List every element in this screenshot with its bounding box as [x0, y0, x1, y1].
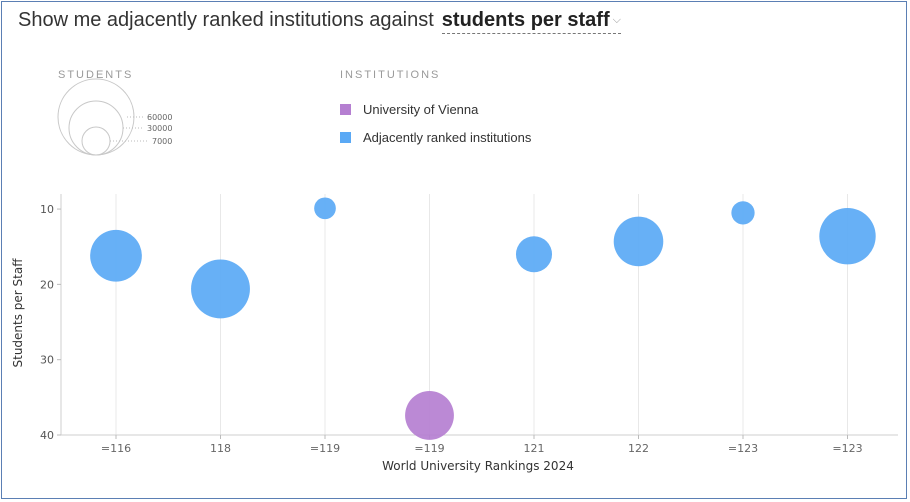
bubble-adjacent-institution[interactable] [819, 207, 876, 265]
chart-bubbles [90, 197, 876, 440]
institutions-legend-title: INSTITUTIONS [340, 69, 441, 81]
size-legend-label-medium: 30000 [147, 124, 172, 133]
students-size-legend: 60000 30000 7000 [57, 78, 172, 156]
x-tick-label: =116 [101, 442, 131, 455]
size-legend-label-small: 7000 [152, 137, 172, 146]
x-axis-label: World University Rankings 2024 [382, 459, 574, 473]
legend-item-adjacent-institutions[interactable]: Adjacently ranked institutions [340, 130, 531, 145]
chart-axes [57, 194, 898, 439]
x-tick-label: =123 [728, 442, 758, 455]
chart-tick-labels: 10 20 30 40 =116 118 =119 =119 121 122 =123 =123 [40, 203, 863, 455]
x-tick-label: =123 [832, 442, 862, 455]
metric-selector-label: students per staff [441, 9, 610, 31]
legend-item-label: Adjacently ranked institutions [363, 130, 532, 145]
chevron-down-icon: ⌵ [612, 14, 621, 27]
bubble-university-of-vienna[interactable] [405, 391, 454, 440]
headline-text: Show me adjacently ranked institutions a… [18, 9, 434, 31]
bubble-adjacent-institution[interactable] [90, 229, 142, 282]
x-tick-label: 118 [210, 442, 231, 455]
bubble-adjacent-institution[interactable] [191, 259, 250, 319]
y-tick-label: 20 [40, 278, 54, 291]
bubble-adjacent-institution[interactable] [613, 216, 664, 267]
x-tick-label: 121 [524, 442, 545, 455]
legend-swatch-blue [340, 132, 351, 143]
legend-item-university-of-vienna[interactable]: University of Vienna [340, 102, 478, 117]
x-tick-label: =119 [414, 442, 444, 455]
legend-swatch-purple [340, 104, 351, 115]
students-legend-title: STUDENTS [58, 69, 134, 81]
x-tick-label: =119 [310, 442, 340, 455]
y-axis-label: Students per Staff [11, 258, 25, 368]
x-tick-label: 122 [628, 442, 649, 455]
y-tick-label: 30 [40, 354, 54, 367]
size-legend-label-large: 60000 [147, 113, 172, 122]
bubble-adjacent-institution[interactable] [314, 197, 336, 220]
chart-headline: Show me adjacently ranked institutions a… [18, 9, 621, 34]
legend-item-label: University of Vienna [363, 102, 479, 117]
y-tick-label: 10 [40, 203, 54, 216]
metric-selector[interactable]: students per staff ⌵ [441, 9, 621, 34]
y-tick-label: 40 [40, 429, 54, 442]
bubble-adjacent-institution[interactable] [731, 201, 755, 225]
bubble-adjacent-institution[interactable] [515, 236, 553, 273]
